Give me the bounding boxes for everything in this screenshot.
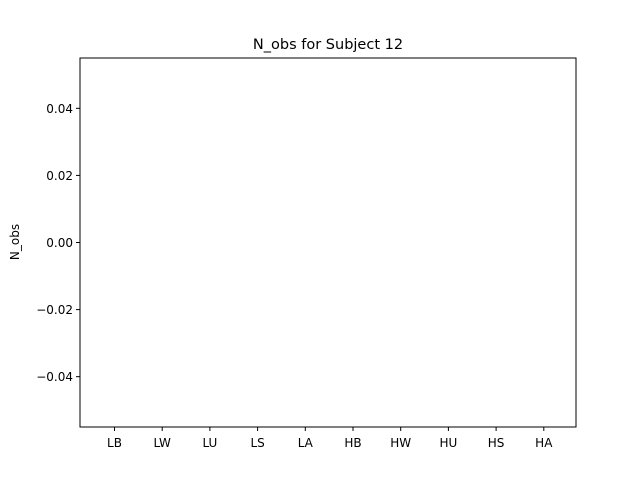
plot-area: [80, 58, 576, 427]
x-tick-label: LW: [153, 436, 171, 450]
y-axis-label: N_obs: [8, 224, 22, 260]
x-tick-label: LU: [202, 436, 217, 450]
chart-title: N_obs for Subject 12: [253, 37, 403, 53]
y-tick-label: 0.02: [46, 169, 73, 183]
x-tick-label: LB: [107, 436, 122, 450]
y-tick-label: −0.04: [36, 370, 73, 384]
x-tick-label: HB: [344, 436, 361, 450]
y-tick-label: 0.00: [46, 236, 73, 250]
x-tick-label: LS: [250, 436, 264, 450]
y-tick-label: −0.02: [36, 303, 73, 317]
x-axis-ticks: LB LW LU LS LA HB HW HU HS HA: [107, 427, 553, 450]
x-tick-label: HS: [488, 436, 505, 450]
y-tick-label: 0.04: [46, 102, 73, 116]
x-tick-label: HA: [535, 436, 553, 450]
y-axis-ticks: −0.04 −0.02 0.00 0.02 0.04: [36, 102, 80, 384]
x-tick-label: HW: [390, 436, 411, 450]
plot-frame: [79, 57, 577, 428]
x-tick-label: LA: [298, 436, 314, 450]
x-tick-label: HU: [439, 436, 457, 450]
